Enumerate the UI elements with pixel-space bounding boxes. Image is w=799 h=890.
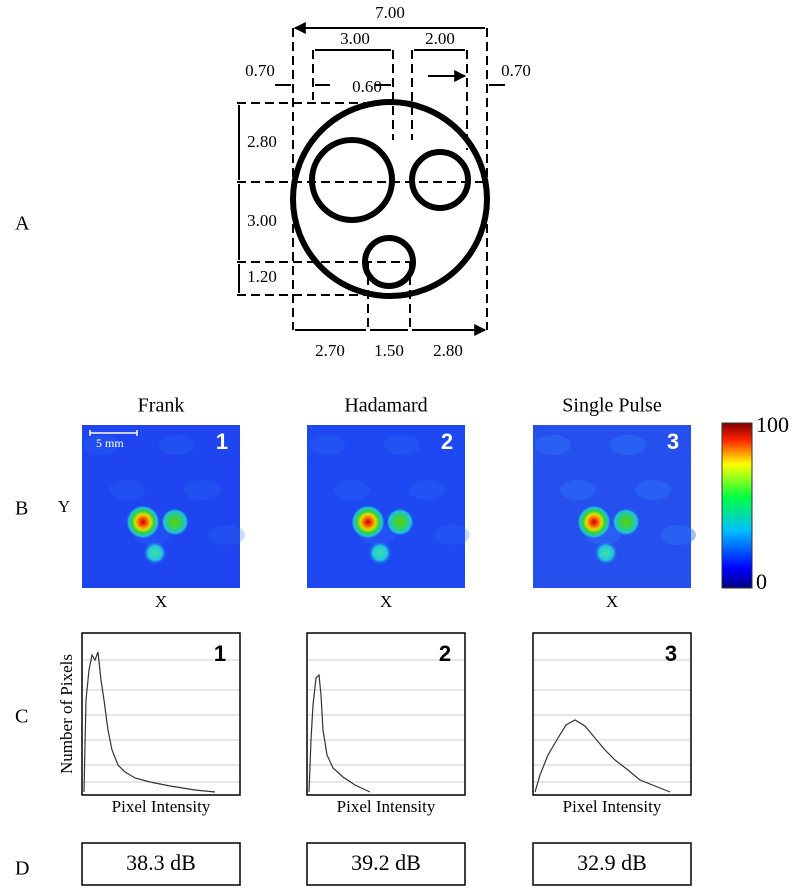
axis-label: Pixel Intensity (563, 797, 662, 816)
spot (386, 508, 414, 536)
snr-value: 39.2 dB (351, 850, 421, 875)
dimension-label: 2.80 (433, 341, 463, 360)
speckle (109, 480, 145, 500)
speckle (660, 525, 696, 545)
dimension-label: 1.20 (247, 267, 277, 286)
speckle (309, 435, 345, 455)
image-title: Single Pulse (562, 395, 662, 417)
dimension-label: 2.80 (247, 132, 277, 151)
image-title: Hadamard (344, 395, 427, 417)
speckle (409, 480, 445, 500)
image-number: 1 (216, 429, 228, 454)
snr-value: 32.9 dB (577, 850, 647, 875)
speckle (184, 480, 220, 500)
image-title: Frank (138, 395, 185, 417)
axis-label: X (155, 592, 167, 611)
histogram-curve (534, 719, 671, 793)
spot (126, 505, 160, 539)
dimension-label: 2.00 (425, 29, 455, 48)
colorbar-label: 100 (756, 412, 789, 437)
dimension-label: 2.70 (315, 341, 345, 360)
panel-label: B (15, 498, 28, 520)
spot (161, 508, 189, 536)
speckle (560, 480, 596, 500)
histogram-curve (308, 673, 371, 793)
dimension-arrows (238, 28, 485, 330)
histogram-number: 3 (665, 641, 677, 666)
speckle (334, 480, 370, 500)
dimension-label: 3.00 (340, 29, 370, 48)
axis-label: Pixel Intensity (337, 797, 436, 816)
speckle (434, 525, 470, 545)
panel-label: D (15, 858, 29, 880)
axis-label: Number of Pixels (57, 654, 76, 774)
spot (594, 541, 618, 565)
speckle (635, 480, 671, 500)
gap-arrows (275, 76, 505, 85)
dimension-label: 7.00 (375, 3, 405, 22)
axis-label: Pixel Intensity (112, 797, 211, 816)
scale-bar (89, 430, 138, 436)
histogram-curve (83, 651, 216, 793)
dimension-label: 1.50 (374, 341, 404, 360)
speckle (159, 435, 195, 455)
snr-box (81, 842, 241, 886)
spot (368, 541, 392, 565)
speckle (384, 435, 420, 455)
panel-label: A (15, 213, 30, 235)
speckle (535, 435, 571, 455)
speckle (610, 435, 646, 455)
scale-bar-label: 5 mm (96, 436, 124, 450)
axis-label: X (380, 592, 392, 611)
axis-label: X (606, 592, 618, 611)
snr-box (532, 842, 692, 886)
axis-label: Y (58, 497, 70, 516)
snr-value: 38.3 dB (126, 850, 196, 875)
colorbar-label: 0 (756, 569, 767, 594)
speckle (209, 525, 245, 545)
histogram-number: 1 (214, 641, 226, 666)
panel-label: C (15, 706, 28, 728)
colorbar (721, 422, 753, 589)
dimension-label: 3.00 (247, 211, 277, 230)
spot (577, 505, 611, 539)
dimension-label: 0.70 (501, 61, 531, 80)
inclusion (309, 137, 395, 223)
spot (612, 508, 640, 536)
image-number: 2 (441, 429, 453, 454)
dimension-label: 0.60 (352, 77, 382, 96)
spot (143, 541, 167, 565)
spot (351, 505, 385, 539)
snr-box (306, 842, 466, 886)
phantom-diagram (237, 28, 505, 330)
histogram-number: 2 (439, 641, 451, 666)
image-number: 3 (667, 429, 679, 454)
speckle (84, 435, 120, 455)
dimension-label: 0.70 (245, 61, 275, 80)
inclusion (409, 149, 471, 211)
